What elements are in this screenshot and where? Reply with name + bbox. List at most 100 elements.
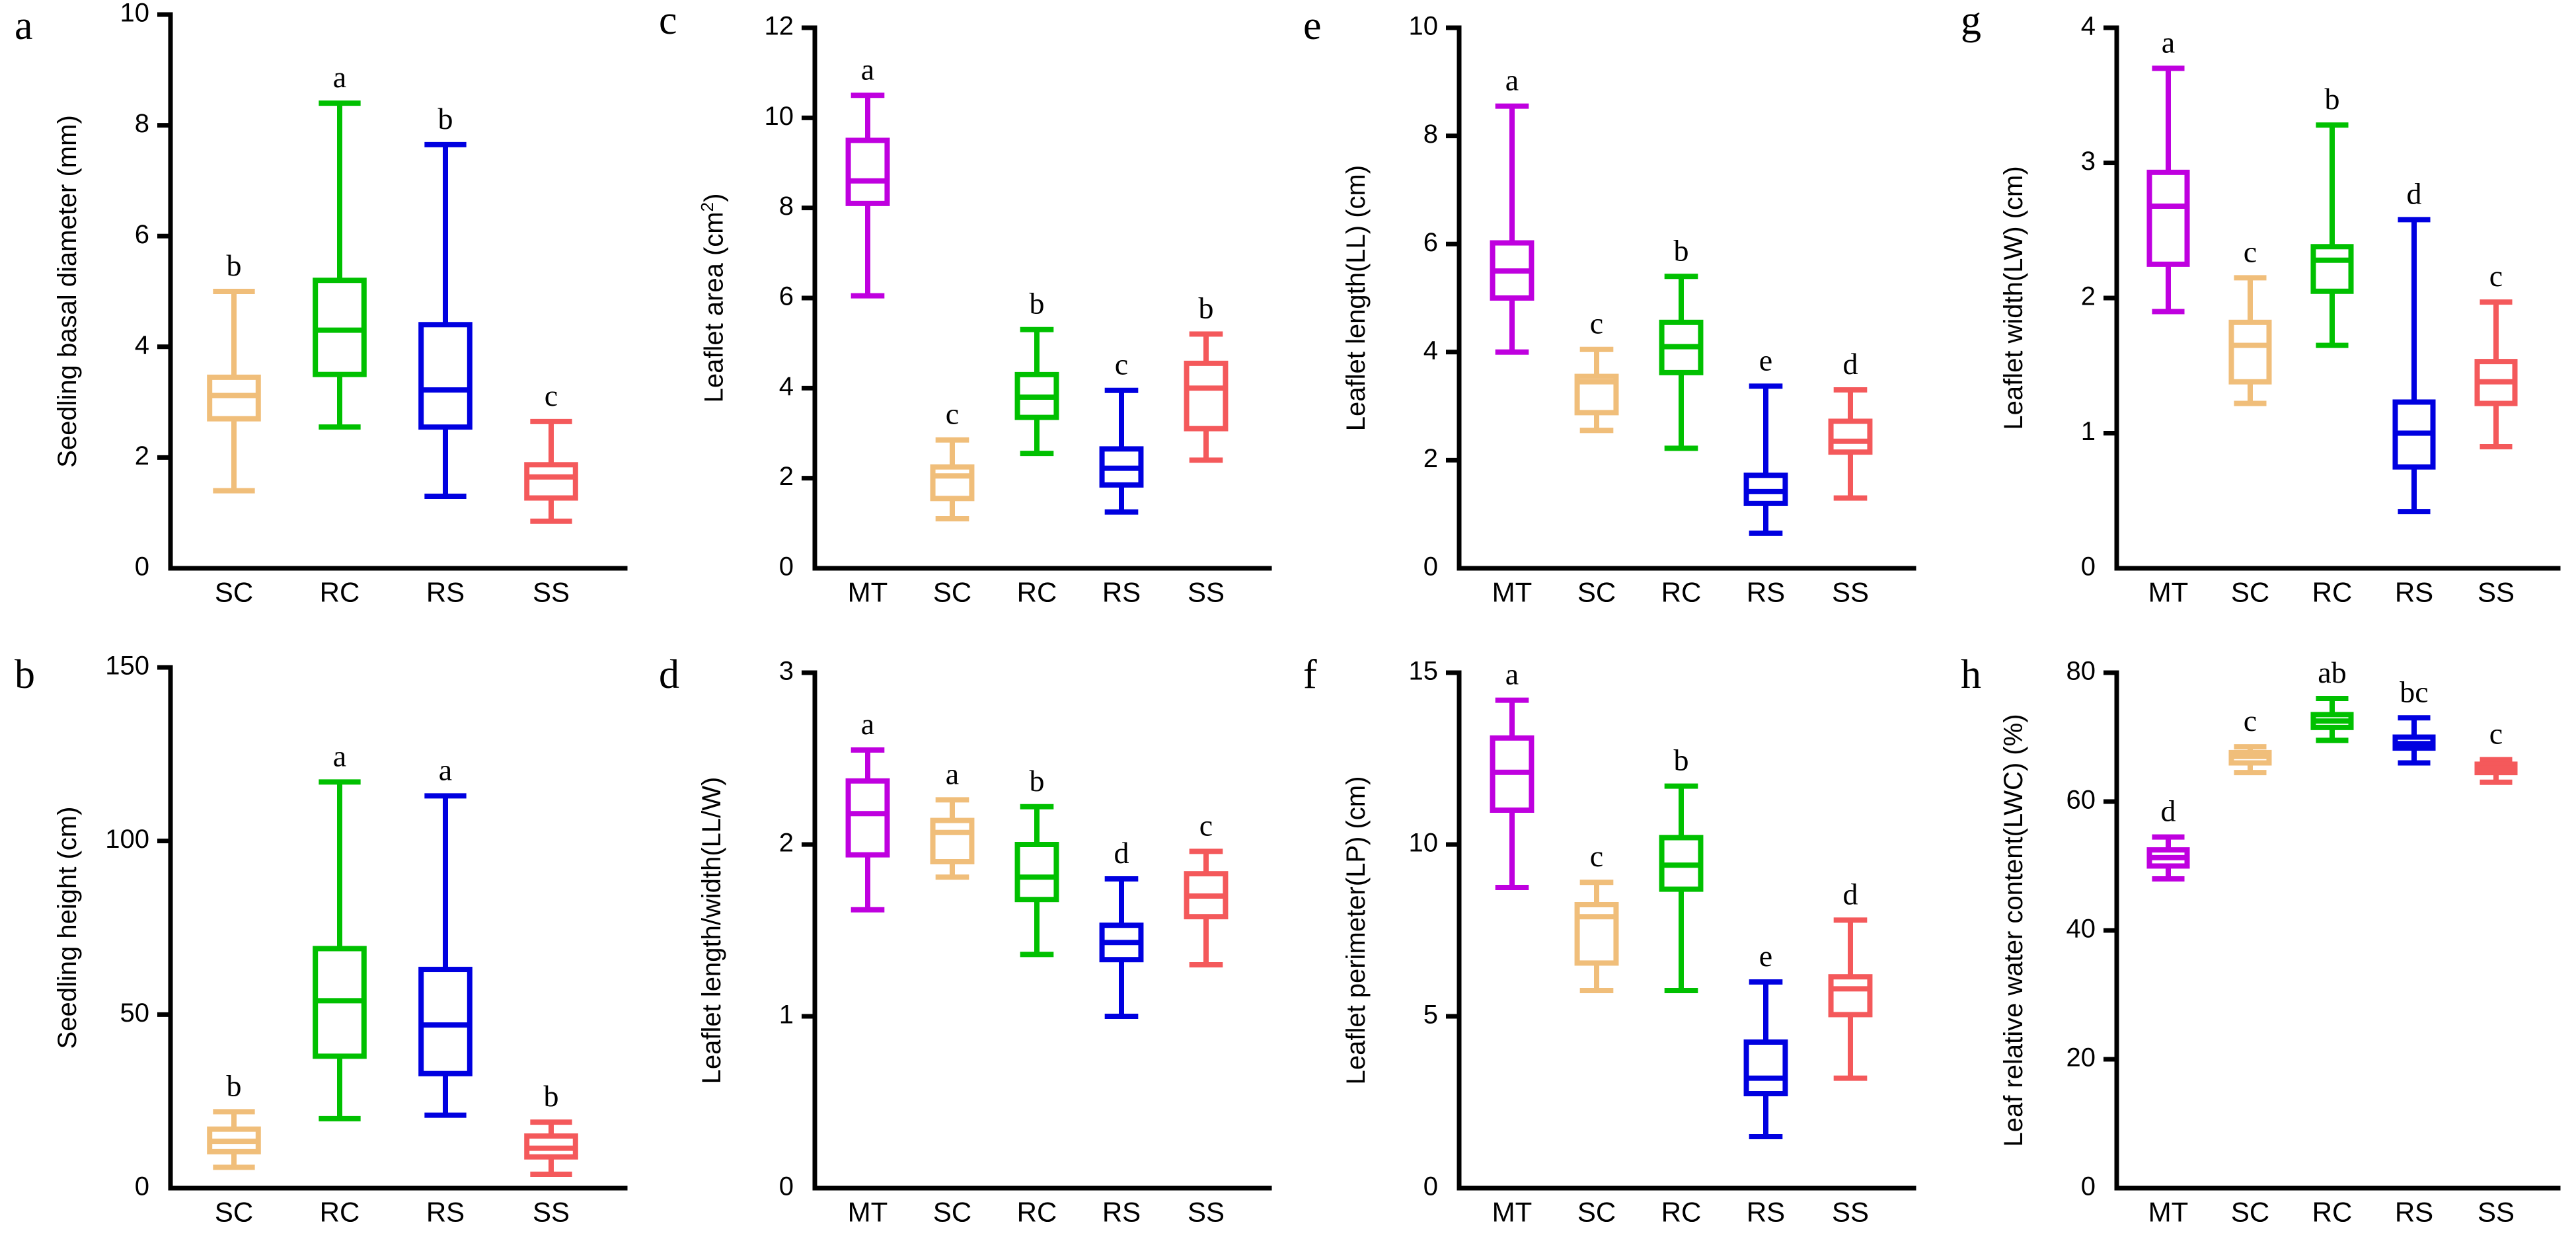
significance-letter: c [2489, 717, 2503, 751]
panel-h: h Leaf relative water content(LWC) (%) 0 20… [1933, 620, 2576, 1241]
box-plot-h-RC: ab RC [2310, 656, 2354, 1227]
y-tick-label: 50 [120, 998, 150, 1028]
y-tick-label: 0 [779, 552, 794, 582]
y-tick-label: 15 [1409, 657, 1439, 686]
significance-letter: b [438, 102, 453, 135]
x-tick-label: MT [2148, 576, 2189, 607]
panel-f: f Leaflet perimeter(LP) (cm) 0 5 10 15 a MT c SC b… [1289, 620, 1933, 1241]
significance-letter: b [2325, 82, 2340, 116]
y-tick-label: 8 [779, 192, 794, 221]
panel-letter-d: d [659, 652, 679, 697]
x-tick-label: SS [2478, 576, 2515, 607]
y-tick-label: 100 [105, 825, 149, 854]
box-plot-h-MT: d MT [2146, 794, 2190, 1227]
significance-letter: b [1030, 287, 1045, 320]
box-plot-f-MT: a MT [1490, 658, 1534, 1227]
significance-letter: c [2244, 704, 2257, 737]
x-tick-label: SC [2231, 1196, 2269, 1227]
box-plot-c-RS: c RS [1099, 348, 1144, 607]
x-tick-label: RS [2395, 576, 2433, 607]
box-plot-e-RS: e RS [1743, 343, 1788, 607]
box-plot-d-RC: b RC [1014, 764, 1059, 1227]
box-plot-a-RS: b RS [418, 102, 473, 607]
x-tick-label: SS [1832, 576, 1869, 607]
x-tick-label: RC [320, 1196, 360, 1227]
x-tick-label: RC [1661, 1196, 1702, 1227]
significance-letter: d [1114, 836, 1129, 870]
box-plot-c-MT: a MT [845, 52, 890, 607]
significance-letter: b [227, 1069, 242, 1102]
x-tick-label: RC [320, 576, 360, 607]
y-tick-label: 5 [1423, 1000, 1438, 1030]
significance-letter: ab [2318, 656, 2346, 689]
x-tick-label: SS [533, 576, 570, 607]
box-plot-d-RS: d RS [1099, 836, 1144, 1227]
significance-letter: b [1030, 764, 1045, 798]
x-tick-label: SS [2478, 1196, 2515, 1227]
significance-letter: b [1674, 233, 1689, 267]
y-tick-label: 6 [135, 220, 149, 249]
x-tick-label: RC [1017, 1196, 1057, 1227]
significance-letter: c [545, 379, 558, 412]
panel-g: g Leaflet width(LW) (cm) 0 1 2 3 4 a MT c SC b RC d RS… [1933, 0, 2576, 621]
y-tick-label: 2 [2081, 282, 2096, 311]
significance-letter: a [333, 60, 346, 94]
box-plot-g-MT: a MT [2146, 25, 2190, 607]
significance-letter: d [2161, 794, 2176, 828]
panel-letter-g: g [1961, 0, 1981, 43]
x-tick-label: RC [2312, 1196, 2353, 1227]
box-plot-c-RC: b RC [1014, 287, 1059, 607]
box-plot-e-RC: b RC [1659, 233, 1704, 607]
plot-area-c: 0 2 4 6 8 10 12 a MT c SC b RC c RS b SS [765, 12, 1272, 607]
y-tick-label: 4 [1423, 336, 1438, 365]
x-tick-label: SS [533, 1196, 570, 1227]
x-tick-label: RS [1102, 576, 1141, 607]
x-tick-label: MT [848, 576, 888, 607]
y-tick-label: 8 [135, 109, 149, 138]
box-plot-e-SC: c SC [1574, 307, 1619, 607]
y-tick-label: 80 [2066, 657, 2096, 686]
significance-letter: d [1843, 347, 1858, 381]
significance-letter: e [1759, 939, 1772, 973]
significance-letter: e [1759, 343, 1772, 377]
box-plot-b-RS: a RS [418, 753, 473, 1227]
panel-d: d Leaflet length/width(LL/W) 0 1 2 3 a MT a SC b RC… [644, 620, 1289, 1241]
box-plot-b-SS: b SS [524, 1079, 578, 1227]
x-tick-label: RC [2312, 576, 2353, 607]
x-tick-label: SC [2231, 576, 2269, 607]
box-plot-g-RC: b RC [2310, 82, 2354, 607]
significance-letter: b [1674, 743, 1689, 777]
panel-a: a Seedling basal diameter (mm) 0 2 4 6 8 10 b SC a… [0, 0, 644, 621]
y-tick-label: 2 [1423, 444, 1438, 473]
plot-area-b: 0 50 100 150 b SC a RC a RS b SS [105, 652, 628, 1227]
y-tick-label: 10 [120, 0, 150, 28]
y-tick-label: 0 [2081, 552, 2096, 582]
x-tick-label: MT [1492, 1196, 1533, 1227]
y-tick-label: 4 [779, 372, 794, 401]
panel-letter-c: c [659, 0, 677, 43]
x-tick-label: MT [848, 1196, 888, 1227]
x-tick-label: SC [215, 576, 253, 607]
significance-letter: c [2244, 235, 2257, 268]
significance-letter: c [1115, 348, 1128, 381]
y-tick-label: 60 [2066, 786, 2096, 815]
significance-letter: c [946, 397, 959, 431]
x-tick-label: RS [1102, 1196, 1141, 1227]
box-plot-f-SS: d SS [1828, 877, 1873, 1227]
box-plot-a-RC: a RC [313, 60, 367, 607]
y-tick-label: 10 [1409, 829, 1439, 858]
y-tick-label: 3 [779, 657, 794, 686]
y-tick-label: 1 [779, 1000, 794, 1030]
x-tick-label: SC [1577, 1196, 1616, 1227]
significance-letter: a [861, 52, 874, 86]
y-tick-label: 1 [2081, 417, 2096, 446]
box-plot-f-SC: c SC [1574, 839, 1619, 1227]
box-plot-g-SC: c SC [2228, 235, 2272, 607]
x-tick-label: RS [1747, 576, 1785, 607]
significance-letter: a [1505, 658, 1519, 691]
y-tick-label: 0 [2081, 1172, 2096, 1201]
y-tick-label: 2 [779, 462, 794, 491]
x-tick-label: SC [933, 576, 971, 607]
box-plot-h-SC: c SC [2228, 704, 2272, 1227]
